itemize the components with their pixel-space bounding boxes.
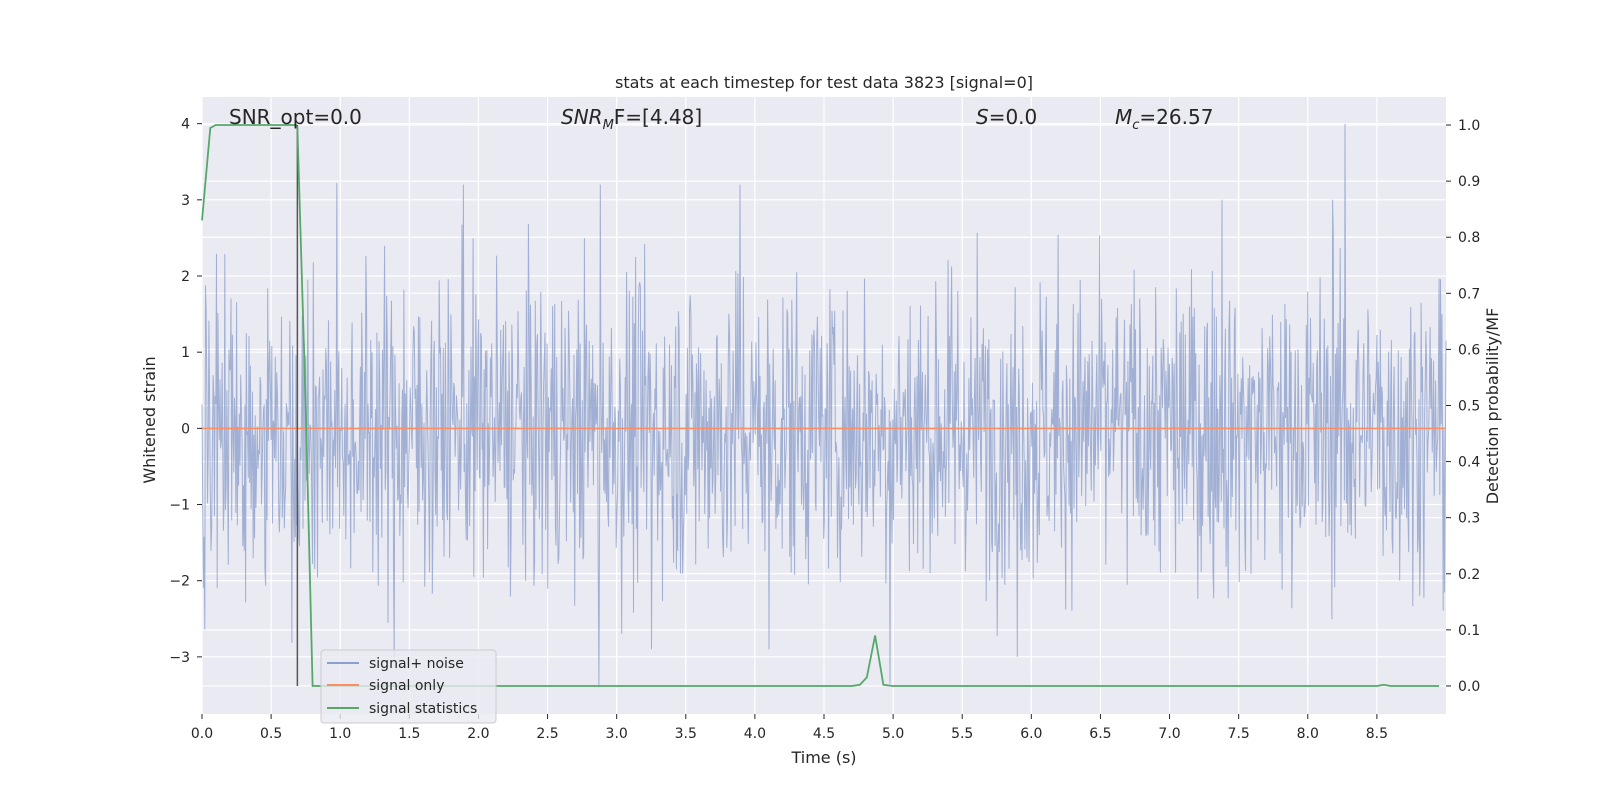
line-series bbox=[201, 124, 1446, 687]
x-tick-label-15: 7.5 bbox=[1228, 726, 1250, 742]
y-right-tick-label-8: 0.2 bbox=[1458, 567, 1480, 583]
y-ticks: 4 3 2 1 0 −1 −2 −3 bbox=[169, 117, 202, 666]
y-tick-label-4: 0 bbox=[181, 421, 190, 437]
y-right-tick-label-7: 0.3 bbox=[1458, 511, 1480, 527]
y-tick-label-2: 2 bbox=[181, 269, 190, 285]
x-tick-label-7: 3.5 bbox=[675, 726, 697, 742]
annotation-snr-mf: SNRMF=[4.48] bbox=[561, 105, 702, 133]
x-tick-label-13: 6.5 bbox=[1089, 726, 1111, 742]
x-axis-label: Time (s) bbox=[790, 748, 856, 767]
y-right-tick-label-0: 1.0 bbox=[1458, 118, 1480, 134]
y-right-tick-label-10: 0.0 bbox=[1458, 679, 1480, 695]
annotations: SNR_opt=0.0 SNRMF=[4.48] S=0.0 Mc=26.57 bbox=[229, 105, 1213, 133]
annotation-mc: Mc=26.57 bbox=[1115, 105, 1213, 133]
x-tick-label-1: 0.5 bbox=[260, 726, 282, 742]
x-tick-label-14: 7.0 bbox=[1158, 726, 1180, 742]
x-tick-label-12: 6.0 bbox=[1020, 726, 1042, 742]
x-tick-label-6: 3.0 bbox=[606, 726, 628, 742]
annotation-snr-opt: SNR_opt=0.0 bbox=[229, 105, 362, 129]
legend: signal+ noise signal only signal statist… bbox=[320, 649, 497, 724]
y-axis-label: Whitened strain bbox=[140, 356, 159, 483]
legend-label-signal-statistics: signal statistics bbox=[369, 701, 477, 717]
noise-series bbox=[201, 123, 1447, 688]
series-line-signal-statistics bbox=[201, 124, 1440, 687]
x-tick-label-3: 1.5 bbox=[398, 726, 420, 742]
y-right-tick-label-4: 0.6 bbox=[1458, 342, 1480, 358]
y-right-tick-label-2: 0.8 bbox=[1458, 230, 1480, 246]
x-tick-label-11: 5.5 bbox=[951, 726, 973, 742]
y-tick-label-3: 1 bbox=[181, 345, 190, 361]
x-tick-label-2: 1.0 bbox=[329, 726, 351, 742]
x-tick-label-5: 2.5 bbox=[536, 726, 558, 742]
y-right-tick-label-3: 0.7 bbox=[1458, 286, 1480, 302]
y-ticks-right: 1.0 0.9 0.8 0.7 0.6 0.5 0.4 0.3 0.2 0.1 0.0 bbox=[1446, 118, 1480, 695]
y-right-tick-label-1: 0.9 bbox=[1458, 174, 1480, 190]
y-tick-label-7: −3 bbox=[169, 650, 190, 666]
annotation-s: S=0.0 bbox=[976, 105, 1037, 129]
legend-label-signal-noise: signal+ noise bbox=[369, 656, 464, 672]
x-tick-label-16: 8.0 bbox=[1297, 726, 1319, 742]
y-axis-label-right: Detection probability/MF bbox=[1483, 308, 1502, 505]
y-tick-label-6: −2 bbox=[169, 574, 190, 590]
y-right-tick-label-6: 0.4 bbox=[1458, 455, 1480, 471]
y-tick-label-5: −1 bbox=[169, 498, 190, 514]
x-tick-label-10: 5.0 bbox=[882, 726, 904, 742]
legend-box bbox=[320, 649, 497, 724]
x-ticks: 0.0 0.5 1.0 1.5 2.0 2.5 3.0 3.5 4.0 4.5 5.0 5.5 6.0 6… bbox=[191, 714, 1388, 742]
series-line-signal-noise bbox=[201, 123, 1447, 688]
x-tick-label-8: 4.0 bbox=[744, 726, 766, 742]
y-right-tick-label-9: 0.1 bbox=[1458, 623, 1480, 639]
y-tick-label-1: 3 bbox=[181, 193, 190, 209]
chart-title: stats at each timestep for test data 382… bbox=[615, 73, 1033, 92]
x-tick-label-0: 0.0 bbox=[191, 726, 213, 742]
legend-label-signal-only: signal only bbox=[369, 678, 444, 694]
y-right-tick-label-5: 0.5 bbox=[1458, 399, 1480, 415]
x-tick-label-4: 2.0 bbox=[467, 726, 489, 742]
x-tick-label-9: 4.5 bbox=[813, 726, 835, 742]
x-tick-label-17: 8.5 bbox=[1366, 726, 1388, 742]
y-tick-label-0: 4 bbox=[181, 117, 190, 133]
